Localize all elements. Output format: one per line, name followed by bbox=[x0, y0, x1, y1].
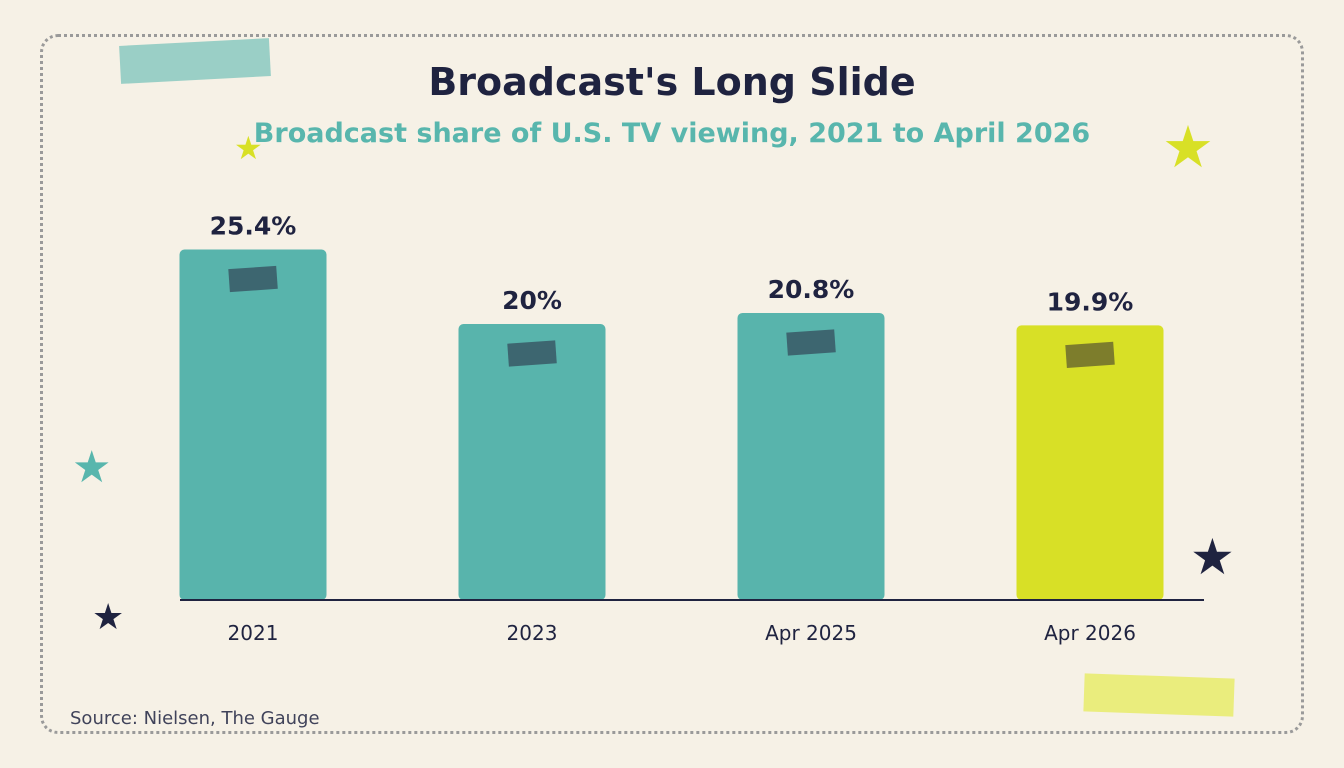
data-label: 20% bbox=[502, 286, 562, 315]
star-icon: ★ bbox=[1190, 528, 1235, 586]
star-icon: ★ bbox=[234, 129, 263, 167]
bar-tape bbox=[1065, 341, 1115, 369]
x-tick-label: 2023 bbox=[507, 621, 558, 645]
bar-tape bbox=[786, 329, 836, 356]
data-label: 20.8% bbox=[768, 275, 855, 304]
bar-tape bbox=[507, 340, 557, 367]
bar bbox=[179, 249, 327, 601]
x-tick-label: 2021 bbox=[228, 621, 279, 645]
star-icon: ★ bbox=[1162, 113, 1214, 181]
x-tick-label: Apr 2026 bbox=[1044, 621, 1136, 645]
x-tick-label: Apr 2025 bbox=[765, 621, 857, 645]
data-label: 19.9% bbox=[1047, 287, 1134, 316]
chart-frame bbox=[40, 34, 1304, 734]
star-icon: ★ bbox=[92, 597, 125, 638]
bar-tape bbox=[228, 265, 278, 293]
chart-title: Broadcast's Long Slide bbox=[428, 60, 916, 104]
bar bbox=[458, 324, 606, 600]
data-label: 25.4% bbox=[210, 211, 297, 240]
bar bbox=[737, 312, 885, 600]
chart-subtitle: Broadcast share of U.S. TV viewing, 2021… bbox=[253, 118, 1091, 149]
source-note: Source: Nielsen, The Gauge bbox=[70, 708, 320, 729]
bar bbox=[1016, 325, 1164, 600]
star-icon: ★ bbox=[72, 442, 112, 493]
